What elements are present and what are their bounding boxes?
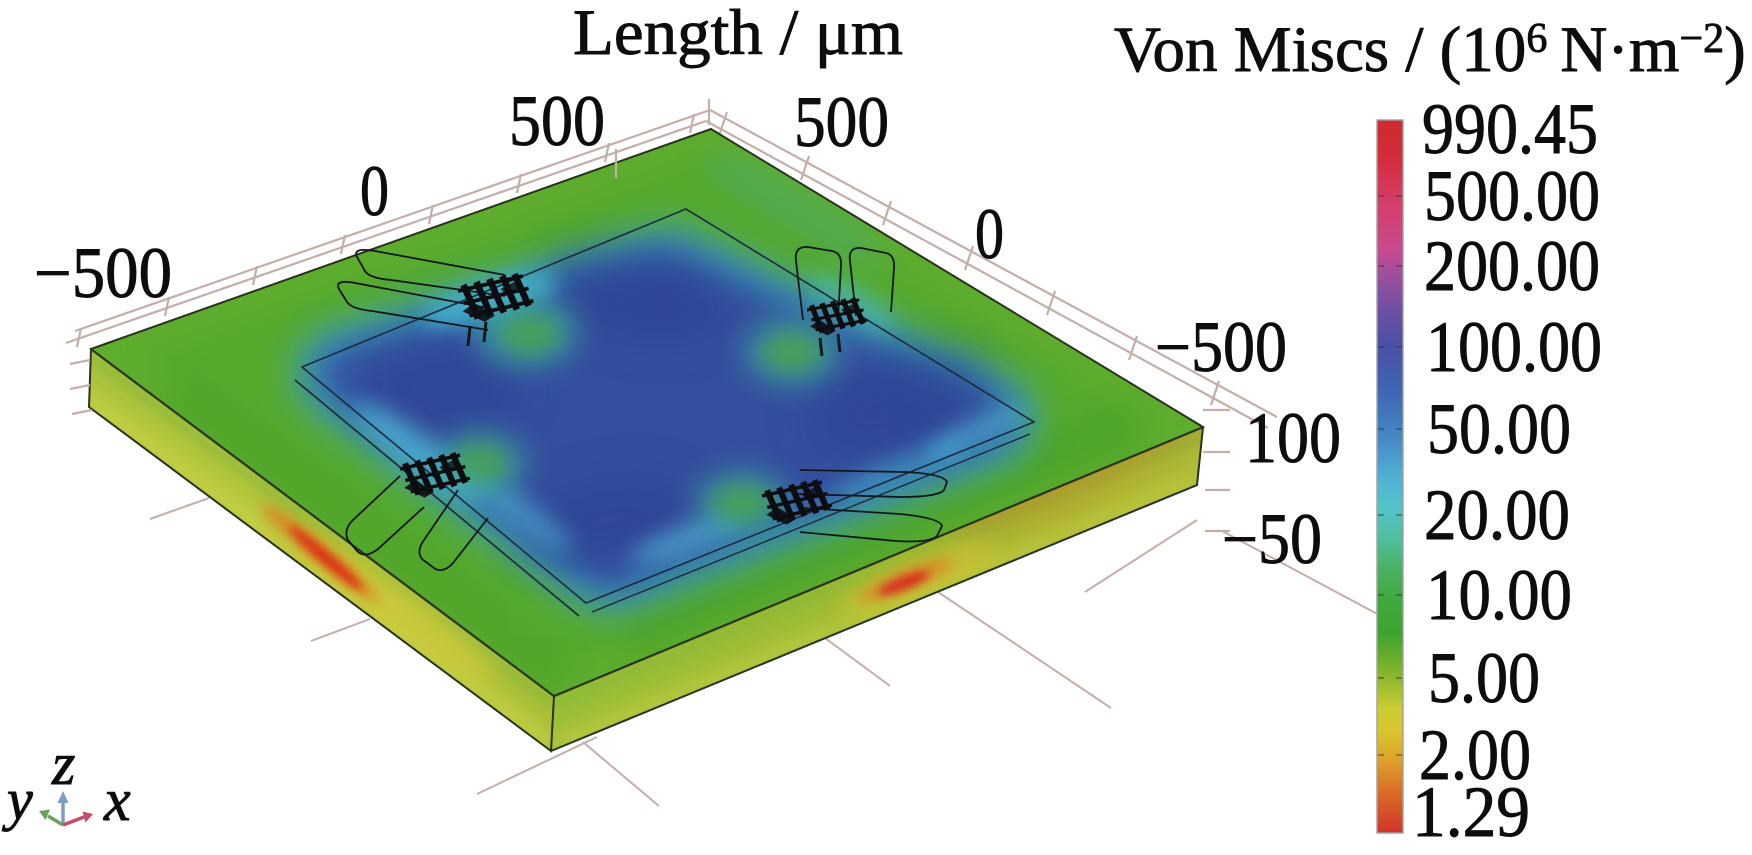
- svg-text:20.00: 20.00: [1424, 475, 1570, 555]
- svg-text:990.45: 990.45: [1422, 89, 1598, 169]
- svg-text:5.00: 5.00: [1428, 638, 1540, 718]
- svg-text:500.00: 500.00: [1424, 156, 1600, 236]
- svg-text:100: 100: [1245, 398, 1341, 478]
- svg-text:500: 500: [794, 82, 889, 162]
- svg-text:0: 0: [360, 151, 389, 231]
- svg-text:−50: −50: [1222, 499, 1322, 579]
- svg-text:100.00: 100.00: [1426, 307, 1602, 387]
- svg-text:x: x: [103, 767, 131, 833]
- svg-text:z: z: [51, 731, 75, 797]
- svg-text:0: 0: [975, 194, 1004, 274]
- svg-text:1.29: 1.29: [1412, 772, 1530, 852]
- svg-text:Von Miscs / (106 N·m−2): Von Miscs / (106 N·m−2): [1114, 14, 1746, 86]
- svg-text:−500: −500: [1155, 307, 1287, 387]
- svg-text:10.00: 10.00: [1426, 555, 1572, 635]
- svg-text:Length / μm: Length / μm: [573, 0, 903, 69]
- svg-text:500: 500: [509, 81, 605, 161]
- svg-text:200.00: 200.00: [1424, 226, 1600, 306]
- svg-text:50.00: 50.00: [1427, 389, 1571, 469]
- svg-text:−500: −500: [34, 233, 172, 313]
- svg-text:2.00: 2.00: [1419, 715, 1531, 795]
- svg-text:y: y: [2, 767, 33, 832]
